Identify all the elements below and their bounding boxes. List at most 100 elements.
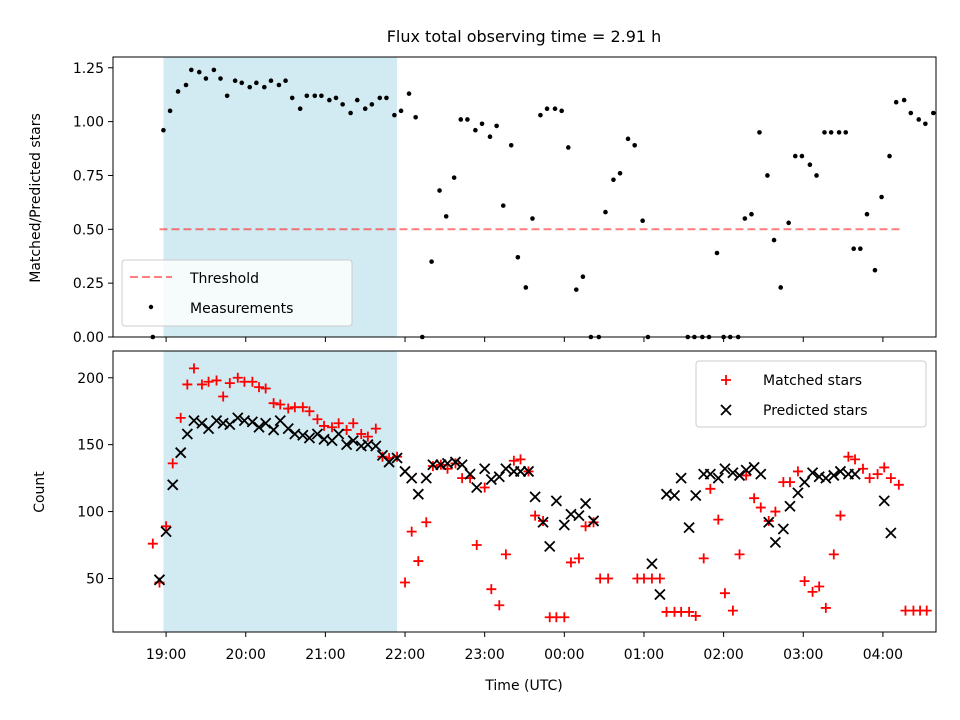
matched-star-marker: [792, 466, 803, 477]
y-tick-label: 200: [77, 371, 104, 387]
measurement-point: [443, 214, 449, 219]
bottom-panel-frame: [112, 350, 937, 633]
matched-star-marker: [254, 382, 265, 393]
predicted-star-marker: [820, 472, 832, 484]
predicted-star-marker: [181, 428, 193, 440]
chart-title: Flux total observing time = 2.91 h: [387, 27, 662, 46]
measurement-point: [893, 99, 899, 105]
y-tick-label: 0.25: [73, 276, 104, 292]
x-tick-label: 19:00: [146, 647, 186, 663]
matched-star-marker: [872, 469, 883, 480]
measurement-point: [843, 130, 849, 135]
matched-star-marker: [500, 549, 511, 560]
measurement-point: [757, 130, 762, 135]
predicted-star-marker: [471, 481, 483, 494]
predicted-star-marker: [232, 412, 244, 424]
matched-star-marker: [167, 458, 178, 469]
measurement-point: [392, 112, 397, 118]
matched-star-marker: [494, 600, 505, 611]
measurement-point: [799, 153, 805, 159]
matched-star-marker: [297, 402, 308, 413]
predicted-star-marker: [427, 459, 439, 471]
matched-star-marker: [719, 588, 730, 599]
predicted-star-marker: [479, 463, 491, 475]
predicted-star-marker: [712, 472, 724, 484]
y-tick-label: 0.50: [73, 222, 104, 238]
matched-star-marker: [713, 514, 724, 525]
measurement-point: [304, 93, 310, 99]
matched-star-marker: [705, 483, 716, 494]
measurement-point: [559, 108, 564, 114]
predicted-star-marker: [260, 417, 272, 429]
matched-star-marker: [312, 414, 323, 425]
measurement-point: [625, 136, 631, 142]
matched-star-marker: [515, 454, 526, 465]
predicted-star-marker: [727, 467, 739, 479]
matched-star-marker: [828, 549, 839, 560]
measurement-point: [923, 121, 928, 127]
x-tick-label: 23:00: [464, 647, 504, 663]
matched-star-marker: [450, 458, 461, 469]
predicted-star-marker: [333, 428, 345, 440]
measurement-point: [167, 108, 173, 114]
bottom-y-axis-label: Count: [32, 471, 48, 513]
observing-window-shade: [163, 351, 398, 632]
predicted-star-marker: [792, 487, 804, 499]
predicted-star-marker: [267, 424, 280, 436]
measurement-point: [508, 143, 514, 148]
predicted-star-marker: [210, 414, 223, 427]
matched-star-marker: [486, 584, 497, 595]
matched-star-marker: [734, 549, 745, 560]
matched-star-marker: [921, 605, 932, 616]
matched-star-marker: [421, 517, 432, 528]
measurement-point: [515, 255, 521, 260]
predicted-star-marker: [303, 432, 316, 444]
measurement-point: [749, 211, 754, 217]
predicted-star-marker: [798, 476, 811, 488]
matched-star-marker: [843, 451, 854, 462]
predicted-star-marker: [217, 417, 229, 429]
measurement-point: [247, 84, 253, 90]
matched-star-marker: [690, 610, 701, 621]
matched-star-marker: [471, 540, 482, 551]
predicted-star-marker: [719, 463, 731, 475]
predicted-star-marker: [529, 491, 541, 503]
predicted-star-marker: [763, 516, 775, 528]
y-tick-label: 0.00: [73, 330, 104, 346]
predicted-star-marker: [449, 456, 462, 468]
matched-star-marker: [559, 612, 570, 623]
predicted-star-marker: [188, 414, 200, 427]
measurement-point: [413, 115, 418, 120]
legend-matched-swatch: [721, 375, 731, 385]
measurement-point: [429, 259, 434, 264]
predicted-star-marker: [537, 516, 549, 528]
measurement-point: [384, 95, 389, 101]
measurement-point: [473, 127, 478, 133]
matched-star-marker: [565, 557, 576, 568]
predicted-star-marker: [784, 500, 796, 512]
measurement-point: [494, 123, 499, 129]
measurement-point: [836, 130, 842, 135]
predicted-star-marker: [340, 439, 353, 451]
matched-star-marker: [348, 418, 359, 429]
predicted-star-marker: [544, 540, 556, 552]
predicted-star-marker: [675, 472, 687, 484]
y-tick-label: 100: [77, 505, 104, 521]
measurement-point: [479, 121, 485, 127]
measurement-point: [398, 108, 404, 114]
predicted-star-marker: [834, 465, 847, 478]
measurement-point: [851, 246, 856, 251]
legend-threshold-label: Threshold: [189, 271, 259, 287]
y-tick-label: 150: [77, 438, 104, 454]
predicted-star-marker: [196, 417, 208, 429]
predicted-star-marker: [668, 489, 681, 502]
matched-star-marker: [188, 363, 199, 374]
measurement-point: [640, 218, 645, 223]
predicted-star-marker: [246, 416, 259, 428]
predicted-star-marker: [355, 440, 367, 452]
predicted-star-marker: [579, 497, 592, 510]
measurement-point: [312, 93, 318, 99]
matched-star-marker: [479, 482, 490, 493]
matched-star-marker: [807, 586, 818, 597]
